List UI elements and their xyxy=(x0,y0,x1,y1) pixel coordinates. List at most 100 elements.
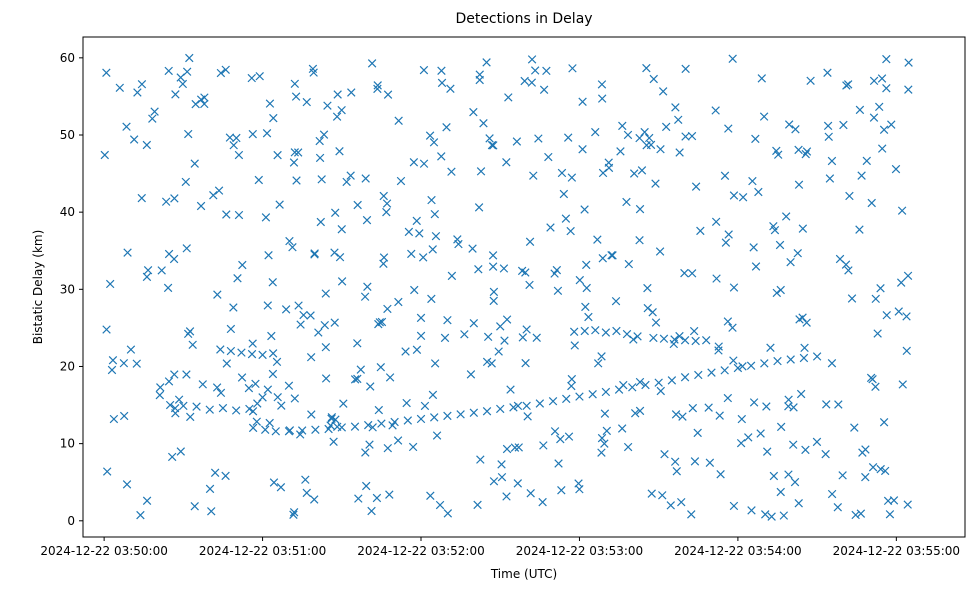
data-point xyxy=(568,64,577,73)
data-point xyxy=(474,265,483,274)
data-point xyxy=(290,79,300,89)
data-point xyxy=(723,393,733,403)
data-point xyxy=(356,365,366,374)
data-point xyxy=(263,385,273,394)
data-point xyxy=(570,341,579,350)
data-point xyxy=(353,339,362,348)
data-point xyxy=(660,449,669,459)
data-point xyxy=(523,412,532,421)
data-point xyxy=(651,179,660,188)
data-point xyxy=(866,373,876,383)
data-point xyxy=(553,286,563,296)
data-point xyxy=(897,206,907,215)
data-point xyxy=(801,149,810,159)
data-point xyxy=(264,251,273,260)
data-point xyxy=(550,427,560,436)
data-point xyxy=(382,207,391,217)
data-point xyxy=(496,322,505,331)
data-point xyxy=(766,343,775,352)
data-point xyxy=(363,420,373,430)
data-point xyxy=(277,401,286,410)
data-point xyxy=(383,443,393,453)
data-point xyxy=(379,253,389,262)
data-point xyxy=(728,54,737,63)
data-point xyxy=(321,342,331,352)
data-point xyxy=(644,133,654,143)
data-point xyxy=(794,499,803,508)
data-point xyxy=(672,467,681,476)
data-point xyxy=(108,356,118,365)
data-point xyxy=(798,224,808,233)
data-point xyxy=(525,237,535,246)
data-point xyxy=(482,357,492,367)
data-point xyxy=(776,285,785,295)
data-point xyxy=(724,124,733,133)
x-tick-label: 2024-12-22 03:55:00 xyxy=(833,544,960,558)
data-point xyxy=(557,486,566,495)
data-point xyxy=(247,349,257,359)
data-point xyxy=(293,148,303,157)
data-point xyxy=(527,55,537,64)
data-point xyxy=(715,411,724,420)
data-point xyxy=(488,251,498,260)
data-point xyxy=(773,356,782,366)
data-point xyxy=(418,253,428,262)
data-point xyxy=(527,78,537,87)
data-point xyxy=(482,58,491,67)
data-point xyxy=(306,352,316,362)
data-point xyxy=(754,187,763,197)
data-point xyxy=(833,503,843,512)
data-point xyxy=(724,230,733,239)
data-point xyxy=(667,376,677,385)
data-point xyxy=(806,76,815,86)
data-point xyxy=(582,283,591,293)
data-point xyxy=(562,394,571,404)
data-point xyxy=(143,265,153,275)
data-point xyxy=(251,379,260,389)
data-point xyxy=(185,53,194,63)
data-point xyxy=(604,158,613,167)
data-point xyxy=(580,205,589,214)
data-point xyxy=(167,452,177,462)
data-points xyxy=(100,53,913,521)
data-point xyxy=(225,133,235,142)
y-axis-label: Bistatic Delay (km) xyxy=(31,230,45,345)
data-point xyxy=(506,385,515,394)
data-point xyxy=(374,405,384,415)
data-point xyxy=(200,99,209,109)
data-point xyxy=(747,506,756,515)
data-point xyxy=(714,346,723,355)
data-point xyxy=(775,240,785,250)
data-point xyxy=(538,497,547,507)
data-point xyxy=(712,274,721,283)
data-point xyxy=(430,209,440,219)
data-point xyxy=(487,140,497,150)
data-point xyxy=(649,74,658,84)
data-point xyxy=(696,226,705,236)
data-point xyxy=(366,382,375,391)
data-point xyxy=(707,368,716,377)
data-point xyxy=(401,347,410,356)
data-point xyxy=(247,73,256,83)
data-point xyxy=(513,401,523,411)
data-point xyxy=(784,470,793,479)
data-point xyxy=(879,125,889,134)
data-point xyxy=(598,254,607,263)
data-point xyxy=(466,370,476,379)
data-point xyxy=(176,73,185,82)
data-point xyxy=(882,84,891,93)
data-point xyxy=(762,402,771,411)
data-point xyxy=(107,365,117,375)
data-point xyxy=(759,112,769,121)
data-point xyxy=(137,79,147,89)
data-point xyxy=(485,134,494,143)
data-point xyxy=(221,65,230,75)
data-point xyxy=(469,408,479,417)
data-point xyxy=(666,501,675,510)
data-point xyxy=(137,193,146,203)
data-point xyxy=(861,472,870,482)
data-point xyxy=(331,415,340,424)
data-point xyxy=(156,383,165,392)
data-point xyxy=(770,225,780,235)
data-point xyxy=(269,478,279,487)
